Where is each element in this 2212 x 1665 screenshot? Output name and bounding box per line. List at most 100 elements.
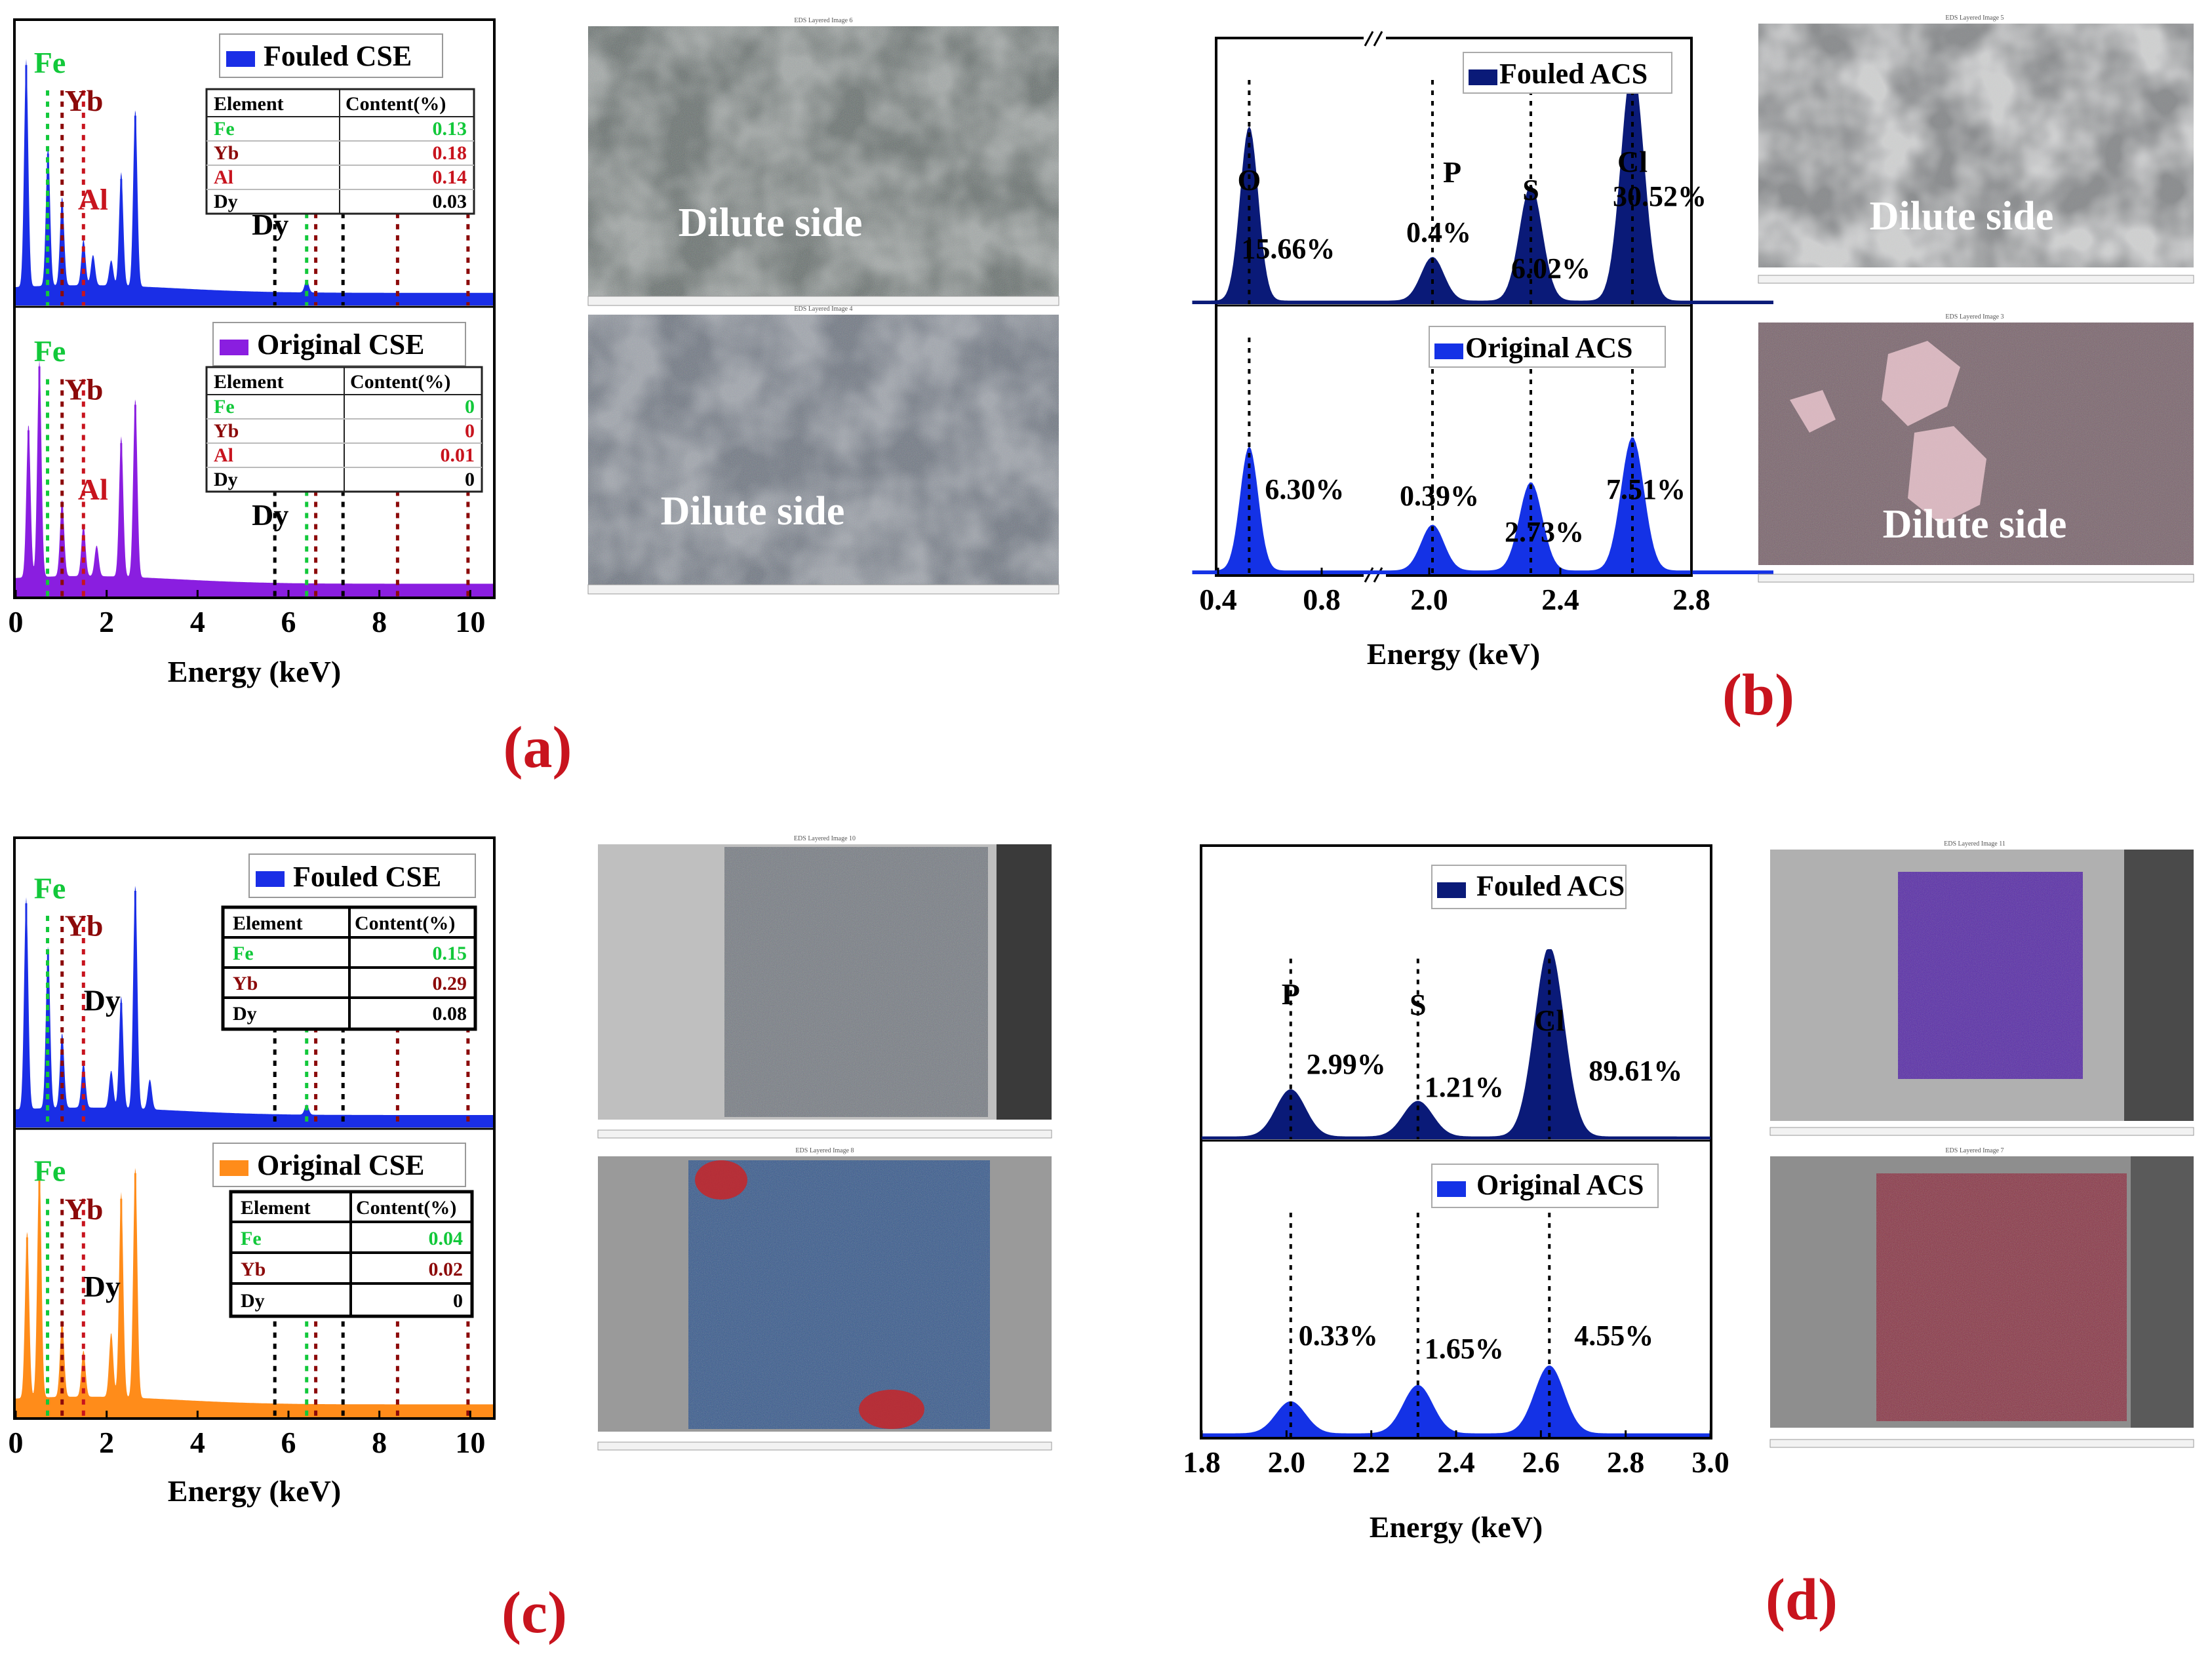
scale-strip (1769, 1127, 2194, 1136)
panel-b-bottom-legend: Original ACS (1429, 326, 1666, 368)
x-tick-label: 8 (372, 605, 387, 638)
percent-label: 0.33% (1299, 1320, 1378, 1352)
x-tick-label: 2.4 (1541, 583, 1579, 616)
table-cell-value: 0.08 (433, 1003, 467, 1025)
x-tick-label: 0.4 (1199, 583, 1237, 616)
percent-label: 15.66% (1241, 233, 1335, 265)
micrograph-caption: Dilute side (661, 489, 845, 534)
scale-strip (1758, 574, 2194, 583)
element-label: Fe (34, 334, 66, 368)
panel-b-x-label: Energy (keV) (1367, 637, 1540, 671)
micrograph-header: EDS Layered Image 4 (794, 305, 852, 313)
element-label: Yb (65, 84, 104, 117)
x-tick-label: 10 (455, 605, 485, 638)
panel-c-label: (c) (502, 1580, 567, 1645)
x-tick-label: 2 (99, 1426, 114, 1459)
legend-label: Fouled CSE (293, 861, 441, 893)
panel-d-top-spectrum: 2.99% 1.21% 89.61% P S Cl (1202, 949, 1710, 1139)
percent-label: 89.61% (1589, 1055, 1682, 1087)
micrograph-header: EDS Layered Image 11 (1944, 840, 2005, 848)
table-cell-value: 0.03 (433, 191, 467, 212)
table-header-content: Content(%) (355, 912, 455, 934)
micrograph-texture (588, 26, 1059, 296)
legend-swatch (220, 1160, 248, 1176)
panel-b-bottom-spectrum: 6.30% 0.39% 2.73% 7.51% (1101, 338, 1773, 574)
panel-a-frame (13, 18, 496, 599)
scale-strip (587, 296, 1059, 306)
micrograph-caption: Dilute side (679, 201, 863, 245)
panel-b-top-spectrum: 15.66% 0.4% 6.02% 30.52% O P S Cl (1101, 68, 1773, 304)
table-header-content: Content(%) (350, 371, 450, 393)
x-tick-label: 2 (99, 605, 114, 638)
table-header-content: Content(%) (356, 1197, 456, 1219)
table-cell-element: Dy (214, 191, 238, 212)
micrograph-c-top: EDS Layered Image 10 (597, 835, 1052, 1139)
bright-particle (1790, 341, 1986, 524)
panel-a-bottom-table: Element Content(%) Fe 0 Yb 0 Al 0.01 Dy … (205, 366, 483, 493)
micrograph-caption: Dilute side (1883, 502, 2067, 547)
x-tick-label: 6 (281, 605, 296, 638)
legend-box (1429, 326, 1666, 368)
x-tick-label: 6 (281, 1426, 296, 1459)
break-mark (1373, 567, 1383, 583)
percent-label: 1.65% (1425, 1333, 1504, 1365)
panel-c-bottom-legend: Original CSE (212, 1143, 466, 1187)
panel-b: 15.66% 0.4% 6.02% 30.52% O P S Cl 6.30% 0.39% 2.7… (1101, 31, 1794, 728)
x-tick-label: 2.4 (1437, 1445, 1475, 1479)
panel-b-label: (b) (1722, 663, 1794, 728)
table-cell-element: Yb (233, 973, 258, 994)
panel-c-x-ticks: 0 2 4 6 8 10 (9, 1411, 485, 1459)
legend-label: Original CSE (257, 1149, 425, 1181)
table-cell-element: Yb (241, 1259, 266, 1280)
break-mark (1373, 31, 1383, 47)
axis-break-bottom (1364, 567, 1386, 583)
percent-label: 2.99% (1307, 1048, 1386, 1080)
panel-d-bottom-legend: Original ACS (1431, 1164, 1659, 1208)
panel-b-x-ticks: 0.4 0.8 2.0 2.4 2.8 (1199, 568, 1710, 616)
micrograph-header: EDS Layered Image 10 (794, 835, 856, 842)
table-cell-element: Fe (214, 118, 235, 140)
element-label: Fe (34, 1154, 66, 1187)
micrograph-c-bottom: EDS Layered Image 8 (597, 1147, 1052, 1451)
red-region (695, 1160, 747, 1200)
table-cell-value: 0.04 (429, 1228, 464, 1249)
panel-c-top-legend: Fouled CSE (248, 853, 476, 898)
panel-a-x-ticks: 0 2 4 6 8 10 (9, 590, 485, 638)
table-cell-value: 0.13 (433, 118, 467, 140)
percent-label: 4.55% (1574, 1320, 1653, 1352)
micrograph-header: EDS Layered Image 5 (1945, 14, 2004, 22)
percent-label: 7.51% (1606, 473, 1686, 505)
table-cell-value: 0 (465, 469, 475, 490)
micrograph-noise (1876, 1173, 2127, 1421)
micrograph-noise (724, 847, 988, 1117)
panel-d-label: (d) (1766, 1567, 1838, 1632)
break-mark (1364, 31, 1374, 47)
panel-d-x-ticks: 1.8 2.0 2.2 2.4 2.6 2.8 3.0 (1183, 1430, 1729, 1479)
x-tick-label: 2.2 (1353, 1445, 1391, 1479)
element-label: Dy (84, 1270, 121, 1303)
micrograph-d-bottom: EDS Layered Image 7 (1769, 1147, 2194, 1448)
table-cell-element: Dy (233, 1003, 257, 1025)
micrograph-header: EDS Layered Image 3 (1945, 313, 2004, 321)
panel-b-frame (1215, 37, 1693, 577)
micrograph-d-top: EDS Layered Image 11 (1769, 840, 2194, 1136)
element-label: Cl (1534, 1004, 1564, 1037)
legend-label: Original ACS (1476, 1169, 1644, 1201)
legend-label: Original CSE (257, 328, 425, 361)
element-label: Fe (34, 871, 66, 905)
panel-c-x-label: Energy (keV) (168, 1474, 341, 1508)
scale-strip (587, 584, 1059, 595)
panel-d: 2.99% 1.21% 89.61% P S Cl 0.33% 1.65% 4.55% Fou… (1183, 844, 1838, 1632)
x-tick-label: 2.6 (1522, 1445, 1560, 1479)
element-label: Yb (65, 373, 104, 406)
x-tick-label: 1.8 (1183, 1445, 1221, 1479)
table-header-element: Element (233, 912, 303, 934)
panel-d-x-label: Energy (keV) (1370, 1510, 1543, 1544)
element-label: Dy (84, 983, 121, 1017)
x-tick-label: 2.0 (1410, 583, 1448, 616)
element-label: P (1443, 155, 1461, 189)
element-label: Cl (1617, 145, 1648, 178)
x-tick-label: 0 (9, 605, 24, 638)
element-label: Yb (65, 909, 104, 942)
